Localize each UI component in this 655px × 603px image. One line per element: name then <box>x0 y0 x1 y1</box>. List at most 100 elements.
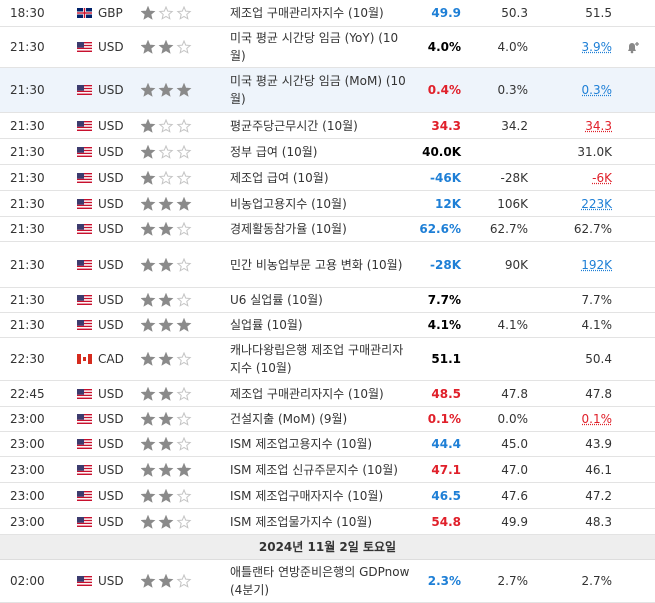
forecast: 47.8 <box>501 386 528 401</box>
currency: CAD <box>98 352 124 366</box>
flag-icon <box>77 516 92 527</box>
flag-icon <box>77 146 92 157</box>
importance-stars <box>141 40 192 54</box>
importance-stars <box>141 352 192 366</box>
forecast: 2.7% <box>497 574 529 588</box>
currency: USD <box>98 514 124 529</box>
importance-stars <box>141 574 192 588</box>
star <box>158 118 174 133</box>
previous: 7.7% <box>581 293 613 307</box>
star <box>141 40 156 54</box>
star <box>158 293 174 307</box>
flag-icon <box>77 198 92 209</box>
previous: 34.3 <box>585 118 612 133</box>
previous: 50.4 <box>585 352 612 366</box>
flag-icon <box>77 464 92 475</box>
star <box>176 514 192 529</box>
actual: 48.5 <box>431 386 461 401</box>
previous: 62.7% <box>573 222 612 236</box>
currency: USD <box>98 40 124 54</box>
event-row: 22:30 CAD 캐나다왕립은행 제조업 구매관리자지수 (10월) 51.1 50.… <box>0 338 655 381</box>
star <box>158 437 174 451</box>
event-row: 21:30 USD 제조업 급여 (10월) -46K -28K -6K <box>0 165 655 191</box>
time: 21:30 <box>10 40 45 54</box>
actual: 0.1% <box>427 412 461 426</box>
actual: 46.5 <box>431 488 461 503</box>
event-row: 21:30 USD 민간 비농업부문 고용 변화 (10월) -28K 90K 192K <box>0 242 655 288</box>
flag-icon <box>77 320 92 330</box>
time: 21:30 <box>10 318 45 332</box>
event-name: 미국 평균 시간당 임금 (YoY) (10월) <box>230 31 399 63</box>
alert-icon[interactable] <box>625 40 641 54</box>
actual: 2.3% <box>427 574 461 588</box>
currency: USD <box>98 412 124 426</box>
currency: USD <box>98 144 124 159</box>
importance-stars <box>141 222 192 236</box>
star <box>158 514 174 529</box>
previous: 47.8 <box>585 386 612 401</box>
time: 21:30 <box>10 257 45 272</box>
star <box>158 574 174 588</box>
currency: USD <box>98 437 124 451</box>
event-row: 21:30 USD 평균주당근무시간 (10월) 34.3 34.2 34.3 <box>0 113 655 139</box>
currency: USD <box>98 257 124 272</box>
star <box>176 574 192 588</box>
time: 22:30 <box>10 352 45 366</box>
forecast: 4.0% <box>497 40 529 54</box>
flag-icon <box>77 259 92 270</box>
event-name: 정부 급여 (10월) <box>230 144 318 159</box>
previous: 223K <box>581 196 612 211</box>
currency: USD <box>98 83 124 97</box>
star <box>176 386 192 401</box>
actual: 40.0K <box>422 144 461 159</box>
star <box>141 144 156 159</box>
star <box>158 318 174 332</box>
flag-icon <box>77 172 92 183</box>
previous: 51.5 <box>585 6 612 20</box>
star <box>158 170 174 185</box>
actual: 7.7% <box>427 293 461 307</box>
actual: 47.1 <box>431 462 461 477</box>
star <box>141 574 156 588</box>
importance-stars <box>141 196 192 211</box>
currency: USD <box>98 196 124 211</box>
time: 23:00 <box>10 437 45 451</box>
star <box>141 257 156 272</box>
previous: 47.2 <box>585 488 612 503</box>
event-name: 실업률 (10월) <box>230 318 303 332</box>
star <box>176 488 192 503</box>
event-row: 21:30 USD 경제활동참가율 (10월) 62.6% 62.7% 62.7% <box>0 217 655 242</box>
star <box>158 83 174 97</box>
importance-stars <box>141 6 192 20</box>
actual: 12K <box>435 196 461 211</box>
event-name: ISM 제조업 신규주문지수 (10월) <box>230 462 398 477</box>
time: 23:00 <box>10 412 45 426</box>
star <box>141 488 156 503</box>
star <box>141 318 156 332</box>
flag-icon <box>77 439 92 449</box>
star <box>141 170 156 185</box>
previous: 0.1% <box>581 412 613 426</box>
star <box>141 196 156 211</box>
time: 23:00 <box>10 488 45 503</box>
time: 21:30 <box>10 170 45 185</box>
event-name: 제조업 구매관리자지수 (10월) <box>230 6 384 20</box>
time: 23:00 <box>10 514 45 529</box>
actual: 49.9 <box>431 6 461 20</box>
star <box>158 386 174 401</box>
event-row: 21:30 USD 실업률 (10월) 4.1% 4.1% 4.1% <box>0 313 655 338</box>
star <box>176 293 192 307</box>
date-row: 2024년 11월 2일 토요일 <box>0 535 655 560</box>
importance-stars <box>141 83 192 97</box>
actual: -28K <box>430 257 461 272</box>
forecast: 0.3% <box>497 83 529 97</box>
importance-stars <box>141 318 192 332</box>
event-name: 캐나다왕립은행 제조업 구매관리자지수 (10월) <box>230 343 404 375</box>
star <box>176 318 192 332</box>
forecast: 49.9 <box>501 514 528 529</box>
star <box>158 462 174 477</box>
flag-icon <box>77 414 92 424</box>
currency: GBP <box>98 6 123 20</box>
currency: USD <box>98 462 124 477</box>
event-row: 18:30 GBP 제조업 구매관리자지수 (10월) 49.9 50.3 51.5 <box>0 0 655 27</box>
